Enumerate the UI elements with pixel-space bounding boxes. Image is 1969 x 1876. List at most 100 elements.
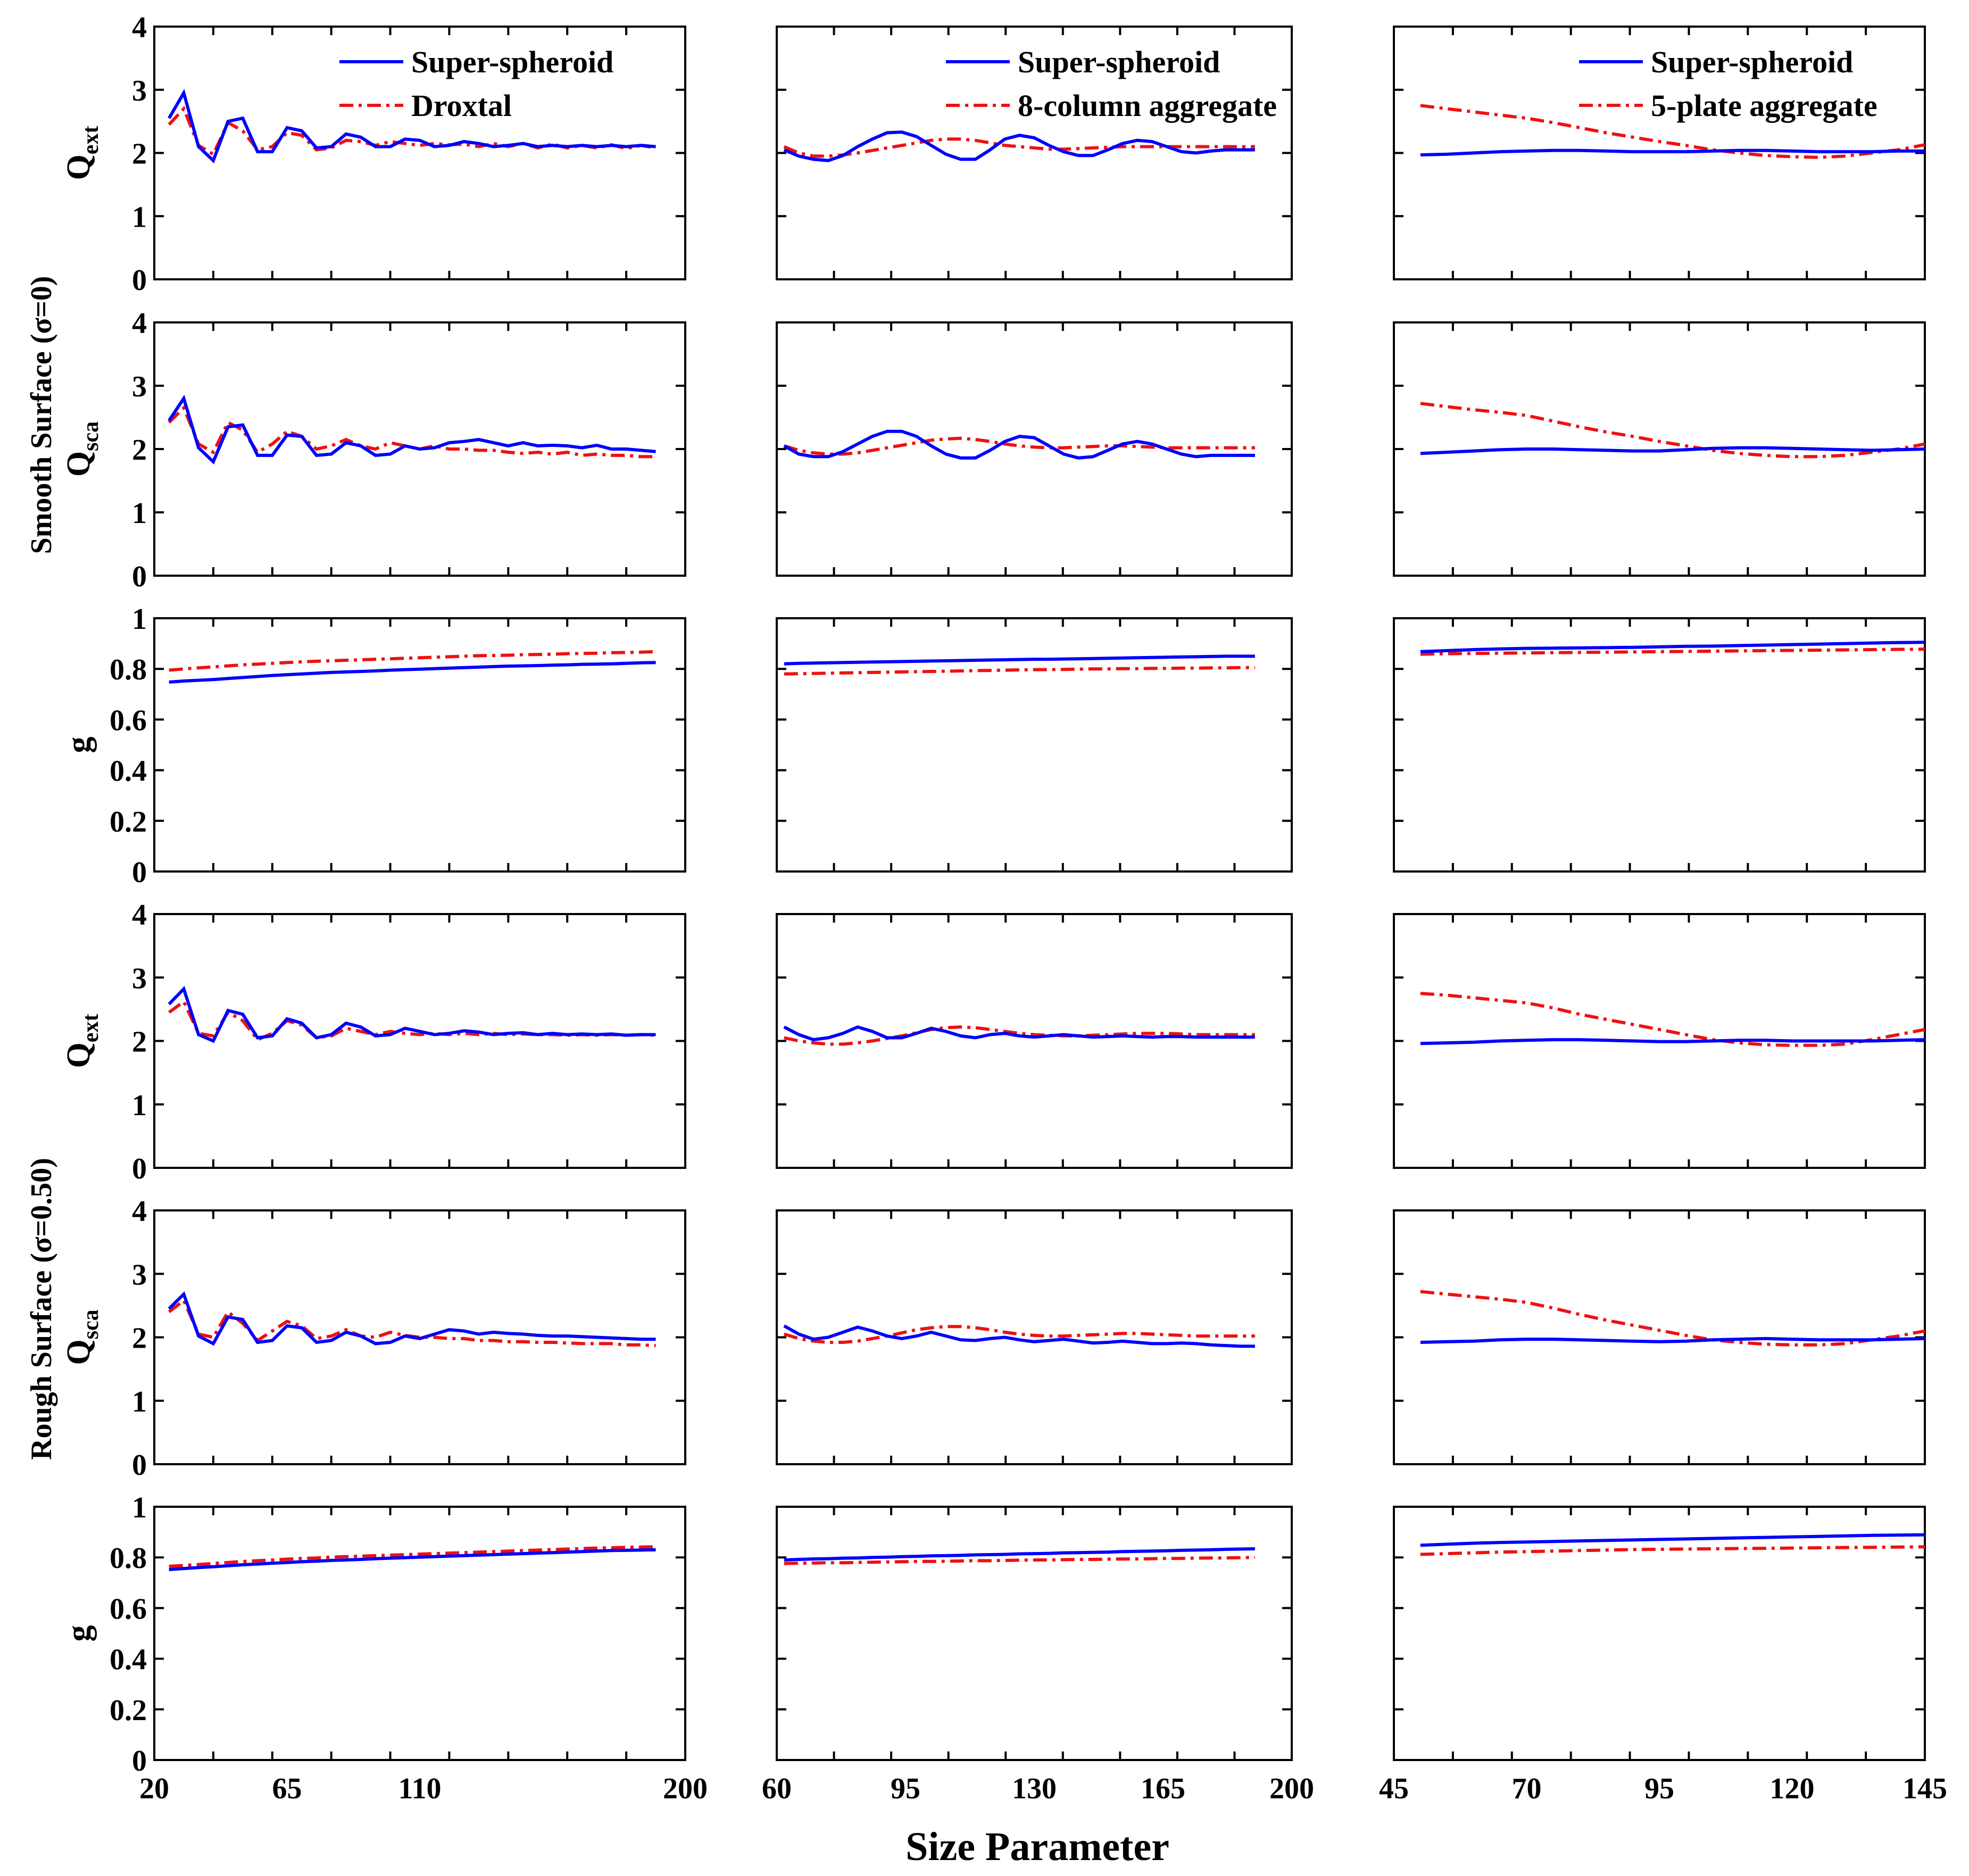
y-tick-label: 2: [132, 1322, 147, 1355]
series-line-super-spheroid: [169, 1548, 656, 1571]
legend-label: Super-spheroid: [1018, 45, 1220, 79]
y-tick-label: 3: [132, 1258, 147, 1291]
y-tick-label: 0: [132, 856, 147, 889]
y-axis-label: Qext: [61, 126, 103, 180]
y-tick-label: 4: [132, 11, 147, 44]
series-line-5-plate-aggregate: [1420, 104, 1925, 159]
series-line-super-spheroid: [169, 661, 656, 684]
y-tick-label: 0.2: [110, 806, 147, 839]
series-line-super-spheroid: [783, 130, 1255, 162]
series-line-super-spheroid: [1420, 148, 1925, 157]
panel-c2-r1: [1393, 321, 1926, 577]
panel-c1-r3: [776, 913, 1293, 1169]
series-line-8-column-aggregate: [783, 137, 1255, 158]
y-axis-label: Qsca: [61, 1309, 103, 1365]
series-line-super-spheroid: [784, 1547, 1255, 1562]
y-tick-label: 0.6: [110, 704, 147, 737]
y-axis-label: g: [61, 737, 97, 753]
panel-c2-r0: Super-spheroid 5-plate aggregate: [1393, 26, 1926, 280]
y-axis-label-main: Q: [61, 451, 97, 477]
y-tick-label: 1: [132, 201, 147, 234]
panel-c1-r1: [776, 321, 1293, 577]
y-axis-label-main: g: [61, 1625, 97, 1642]
x-axis-title: Size Parameter: [905, 1824, 1169, 1869]
panel-c0-r1: 0 1 2 3 4 Qsca: [61, 307, 686, 593]
series-line-8-column-aggregate: [784, 1025, 1255, 1046]
panel-c1-r0: Super-spheroid 8-column aggregate: [776, 26, 1293, 280]
panel-c0-r4: 0 1 2 3 4 Qsca: [61, 1195, 686, 1482]
y-tick-label: 2: [132, 434, 147, 467]
x-tick-label: 145: [1902, 1772, 1947, 1805]
row-label-rough: Rough Surface (σ=0.50): [25, 1158, 58, 1460]
panel-c2-r4: [1393, 1209, 1926, 1465]
row-label-smooth: Smooth Surface (σ=0): [25, 276, 58, 554]
series-line-super-spheroid: [784, 654, 1255, 666]
y-axis-label-main: Q: [61, 1339, 97, 1365]
panel-frame: [776, 1506, 1293, 1761]
x-tick-label: 70: [1512, 1772, 1542, 1805]
panel-c0-r0: 0 1 2 3 4 Qext Super-spheroid Droxtal: [61, 11, 686, 297]
series-line-5-plate-aggregate: [1420, 648, 1925, 656]
panel-c0-r3: 0 1 2 3 4 Qext: [61, 899, 686, 1185]
y-tick-label: 0: [132, 1152, 147, 1185]
panel-c0-r5: 0 0.2 0.4 0.6 0.8 1 20 65 110 200 g: [61, 1491, 708, 1805]
legend: Super-spheroid 8-column aggregate: [946, 45, 1277, 123]
x-tick-label: 20: [139, 1772, 169, 1805]
y-tick-label: 0: [132, 1449, 147, 1482]
panel-frame: [153, 617, 686, 873]
panel-c2-r3: [1393, 913, 1926, 1169]
y-tick-label: 0: [132, 560, 147, 593]
panel-c1-r4: [776, 1209, 1293, 1465]
y-tick-label: 3: [132, 962, 147, 995]
series-line-5-plate-aggregate: [1420, 1290, 1925, 1347]
y-tick-label: 2: [132, 138, 147, 171]
y-tick-label: 1: [132, 603, 147, 636]
series-line-8-column-aggregate: [783, 436, 1255, 456]
panel-grid: 01234QextSuper-spheroidDroxtal01234Qsca0…: [61, 11, 1947, 1805]
x-tick-label: 200: [1269, 1772, 1314, 1805]
series-line-super-spheroid: [1420, 641, 1925, 653]
series-line-5-plate-aggregate: [1420, 1545, 1925, 1556]
y-tick-label: 0: [132, 1745, 147, 1778]
panel-c1-r2: [776, 617, 1293, 873]
y-tick-label: 1: [132, 497, 147, 530]
legend-label: Super-spheroid: [411, 45, 613, 79]
y-tick-label: 1: [132, 1491, 147, 1524]
x-tick-label: 130: [1012, 1772, 1057, 1805]
panel-c2-r2: [1393, 617, 1926, 873]
x-tick-label: 200: [663, 1772, 708, 1805]
series-line-5-plate-aggregate: [1420, 402, 1925, 459]
y-tick-label: 0.4: [110, 755, 147, 788]
series-line-8-column-aggregate: [783, 1325, 1255, 1344]
legend-label: Droxtal: [411, 88, 512, 123]
y-tick-label: 4: [132, 899, 147, 932]
y-tick-label: 0.8: [110, 653, 147, 686]
panel-frame: [1393, 1506, 1926, 1761]
y-tick-label: 3: [132, 370, 147, 403]
series-line-super-spheroid: [1420, 446, 1925, 455]
series-line-super-spheroid: [783, 1324, 1255, 1348]
y-tick-label: 4: [132, 1195, 147, 1228]
panel-frame: [153, 1506, 686, 1761]
y-axis-label: Qsca: [61, 421, 103, 477]
y-axis-label-sub: ext: [79, 126, 103, 155]
legend: Super-spheroid Droxtal: [339, 45, 613, 123]
series-line-super-spheroid: [168, 986, 656, 1043]
x-tick-label: 95: [1644, 1772, 1674, 1805]
panel-c1-r5: 60 95 130 165 200: [762, 1506, 1314, 1805]
y-axis-label-main: g: [61, 737, 97, 753]
y-axis-label-sub: ext: [79, 1014, 103, 1043]
y-tick-label: 2: [132, 1026, 147, 1059]
legend-label: 5-plate aggregate: [1651, 88, 1877, 123]
y-axis-label: g: [61, 1625, 97, 1642]
series-line-super-spheroid: [1420, 1038, 1925, 1045]
y-tick-label: 3: [132, 74, 147, 107]
y-axis-label-sub: sca: [79, 1309, 103, 1339]
series-line-5-plate-aggregate: [1420, 992, 1925, 1047]
y-tick-label: 0.8: [110, 1542, 147, 1575]
series-line-super-spheroid: [168, 89, 656, 164]
y-tick-label: 4: [132, 307, 147, 340]
x-tick-label: 65: [272, 1772, 302, 1805]
